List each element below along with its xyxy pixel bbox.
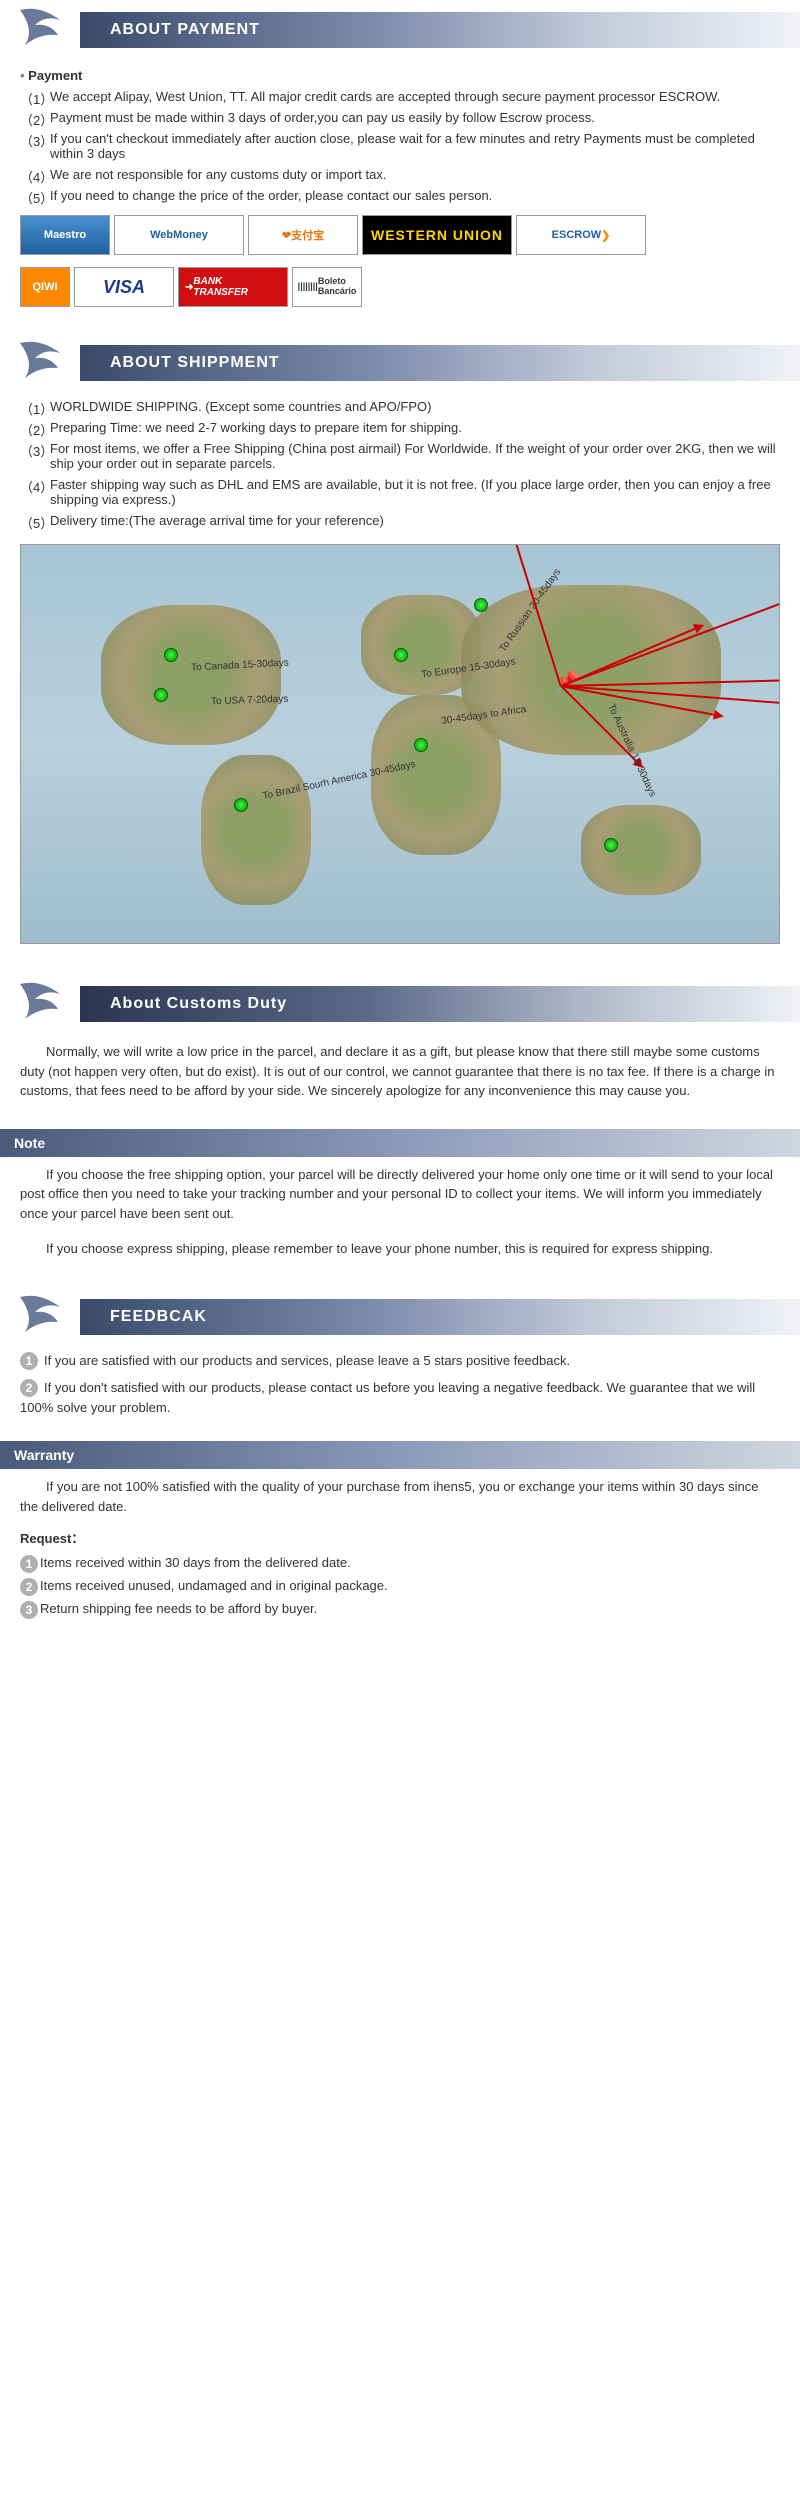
item-number: （5） xyxy=(20,188,53,207)
request-item: 1Items received within 30 days from the … xyxy=(0,1551,800,1574)
list-item: （5）If you need to change the price of th… xyxy=(20,188,780,203)
logo-icon xyxy=(0,974,80,1034)
continent-na xyxy=(101,605,281,745)
request-item: 3Return shipping fee needs to be afford … xyxy=(0,1597,800,1620)
customs-banner: About Customs Duty xyxy=(0,974,800,1034)
payment-logos-row1: Maestro WebMoney ❤ 支付宝 WESTERN UNION ESC… xyxy=(0,209,800,261)
note-section: Note If you choose the free shipping opt… xyxy=(0,1129,800,1267)
warranty-title: Warranty xyxy=(0,1441,800,1469)
request-title: Request： xyxy=(0,1524,800,1551)
warranty-section: Warranty If you are not 100% satisfied w… xyxy=(0,1441,800,1620)
boleto-text: Boleto Bancário xyxy=(318,277,357,297)
visa-logo: VISA xyxy=(74,267,174,307)
alipay-logo: ❤ 支付宝 xyxy=(248,215,358,255)
note-text1: If you choose the free shipping option, … xyxy=(0,1157,800,1232)
list-item: （4）Faster shipping way such as DHL and E… xyxy=(20,477,780,507)
item-number: （2） xyxy=(20,110,53,129)
customs-title: About Customs Duty xyxy=(80,986,800,1022)
bank-text: BANK TRANSFER xyxy=(193,276,279,298)
list-item: （5）Delivery time:(The average arrival ti… xyxy=(20,513,780,528)
maestro-logo: Maestro xyxy=(20,215,110,255)
destination-marker xyxy=(414,738,428,752)
continent-au xyxy=(581,805,701,895)
list-item: （4）We are not responsible for any custom… xyxy=(20,167,780,182)
item-number-icon: 3 xyxy=(20,1601,38,1619)
payment-title: ABOUT PAYMENT xyxy=(80,12,800,48)
list-item: （2）Preparing Time: we need 2-7 working d… xyxy=(20,420,780,435)
destination-marker xyxy=(474,598,488,612)
list-item: （1）WORLDWIDE SHIPPING. (Except some coun… xyxy=(20,399,780,414)
world-map: 📌To Canada 15-30daysTo USA 7-20daysTo Eu… xyxy=(20,544,780,944)
feedback-title: FEEDBCAK xyxy=(80,1299,800,1335)
logo-icon xyxy=(0,1287,80,1347)
feedback-item: 1If you are satisfied with our products … xyxy=(0,1347,800,1375)
payment-logos-row2: QIWI VISA ➜ BANK TRANSFER ||||||||Boleto… xyxy=(0,261,800,313)
payment-banner: ABOUT PAYMENT xyxy=(0,0,800,60)
continent-as xyxy=(461,585,721,755)
qiwi-logo: QIWI xyxy=(20,267,70,307)
item-number-icon: 1 xyxy=(20,1352,38,1370)
payment-list: （1）We accept Alipay, West Union, TT. All… xyxy=(0,89,800,203)
destination-marker xyxy=(604,838,618,852)
destination-marker xyxy=(164,648,178,662)
escrow-text: ESCROW xyxy=(552,229,602,241)
continent-sa xyxy=(201,755,311,905)
list-item: （3）For most items, we offer a Free Shipp… xyxy=(20,441,780,471)
item-number: （3） xyxy=(20,131,53,150)
feedback-section: FEEDBCAK 1If you are satisfied with our … xyxy=(0,1287,800,1422)
warranty-text: If you are not 100% satisfied with the q… xyxy=(0,1469,800,1524)
list-item: （3）If you can't checkout immediately aft… xyxy=(20,131,780,161)
item-number: （4） xyxy=(20,167,53,186)
item-number: （3） xyxy=(20,441,53,460)
bank-transfer-logo: ➜ BANK TRANSFER xyxy=(178,267,288,307)
logo-icon xyxy=(0,0,80,60)
item-number: （2） xyxy=(20,420,53,439)
escrow-logo: ESCROW❯ xyxy=(516,215,646,255)
logo-icon xyxy=(0,333,80,393)
destination-marker xyxy=(234,798,248,812)
boleto-logo: ||||||||Boleto Bancário xyxy=(292,267,362,307)
item-number: （1） xyxy=(20,89,53,108)
shipment-list: （1）WORLDWIDE SHIPPING. (Except some coun… xyxy=(0,399,800,528)
list-item: （2）Payment must be made within 3 days of… xyxy=(20,110,780,125)
shipment-title: ABOUT SHIPPMENT xyxy=(80,345,800,381)
customs-text: Normally, we will write a low price in t… xyxy=(0,1034,800,1109)
western-union-logo: WESTERN UNION xyxy=(362,215,512,255)
destination-marker xyxy=(394,648,408,662)
payment-subtitle: Payment xyxy=(20,68,800,83)
map-container: 📌To Canada 15-30daysTo USA 7-20daysTo Eu… xyxy=(0,534,800,954)
shipment-banner: ABOUT SHIPPMENT xyxy=(0,333,800,393)
item-number-icon: 1 xyxy=(20,1555,38,1573)
item-number-icon: 2 xyxy=(20,1578,38,1596)
item-number: （4） xyxy=(20,477,53,496)
note-text2: If you choose express shipping, please r… xyxy=(0,1231,800,1267)
item-number-icon: 2 xyxy=(20,1379,38,1397)
list-item: （1）We accept Alipay, West Union, TT. All… xyxy=(20,89,780,104)
shipment-section: ABOUT SHIPPMENT （1）WORLDWIDE SHIPPING. (… xyxy=(0,333,800,954)
webmoney-logo: WebMoney xyxy=(114,215,244,255)
item-number: （5） xyxy=(20,513,53,532)
feedback-banner: FEEDBCAK xyxy=(0,1287,800,1347)
payment-section: ABOUT PAYMENT Payment （1）We accept Alipa… xyxy=(0,0,800,313)
customs-section: About Customs Duty Normally, we will wri… xyxy=(0,974,800,1109)
note-title: Note xyxy=(0,1129,800,1157)
item-number: （1） xyxy=(20,399,53,418)
alipay-text: 支付宝 xyxy=(291,227,324,243)
request-item: 2Items received unused, undamaged and in… xyxy=(0,1574,800,1597)
destination-marker xyxy=(154,688,168,702)
feedback-item: 2If you don't satisfied with our product… xyxy=(0,1374,800,1421)
